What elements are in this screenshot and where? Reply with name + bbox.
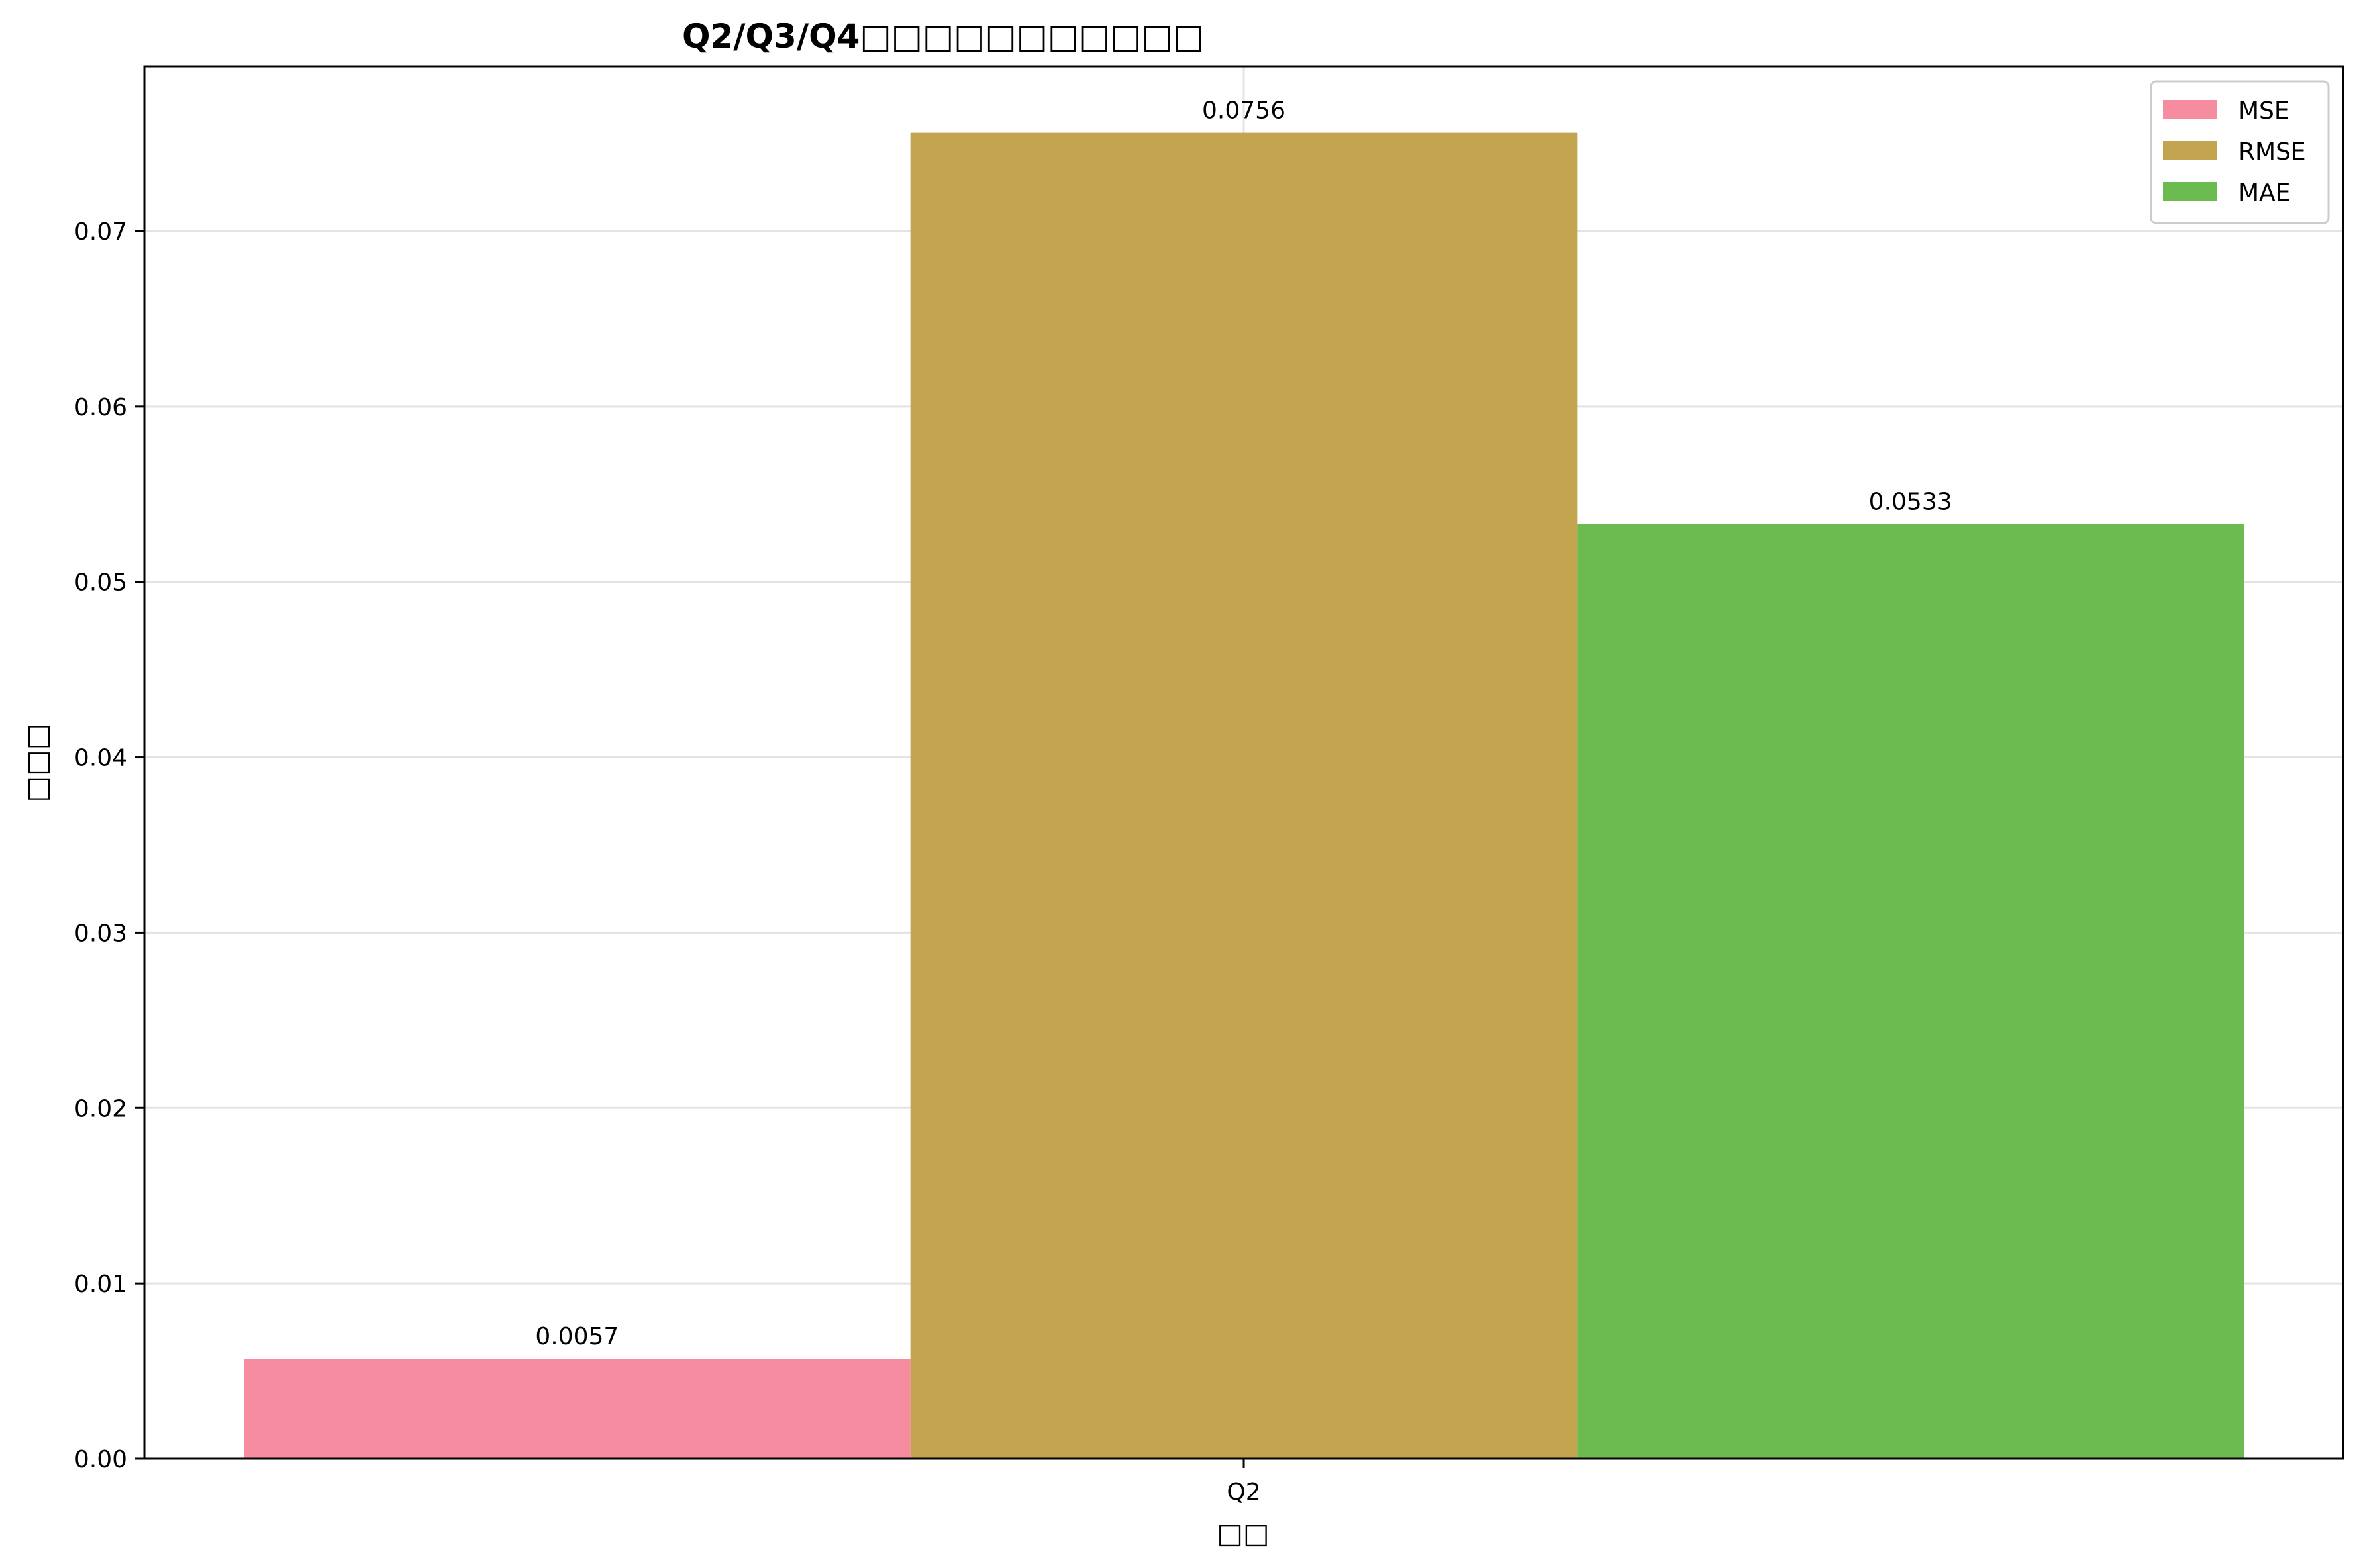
x-tick-label: Q2 xyxy=(1227,1479,1260,1506)
legend-label-mae: MAE xyxy=(2238,179,2290,207)
data-label-rmse: 0.0756 xyxy=(1202,97,1285,124)
x-axis-label: □□ xyxy=(1217,1517,1269,1549)
y-tick-label: 0.07 xyxy=(74,219,127,246)
legend: MSE RMSE MAE xyxy=(2150,80,2330,224)
bar-rmse xyxy=(910,132,1578,1459)
y-tick-label: 0.01 xyxy=(74,1271,127,1298)
y-tick-label: 0.03 xyxy=(74,920,127,947)
chart-title: Q2/Q3/Q4□□□□□□□□□□□ xyxy=(682,17,1204,56)
legend-swatch-mse xyxy=(2163,100,2217,119)
bar-mae xyxy=(1577,524,2244,1459)
y-tick-label: 0.00 xyxy=(74,1446,127,1473)
legend-label-mse: MSE xyxy=(2238,97,2289,124)
plot-frame xyxy=(143,65,2344,1460)
legend-swatch-mae xyxy=(2163,182,2217,201)
y-tick-label: 0.02 xyxy=(74,1095,127,1122)
y-axis-label: □□□ xyxy=(21,723,53,802)
legend-label-rmse: RMSE xyxy=(2238,138,2306,166)
data-label-mse: 0.0057 xyxy=(535,1323,619,1350)
y-tick-label: 0.05 xyxy=(74,569,127,597)
bar-mse xyxy=(244,1359,911,1459)
data-label-mae: 0.0533 xyxy=(1869,488,1952,515)
y-tick-label: 0.04 xyxy=(74,745,127,772)
legend-swatch-rmse xyxy=(2163,141,2217,160)
y-tick-label: 0.06 xyxy=(74,394,127,421)
